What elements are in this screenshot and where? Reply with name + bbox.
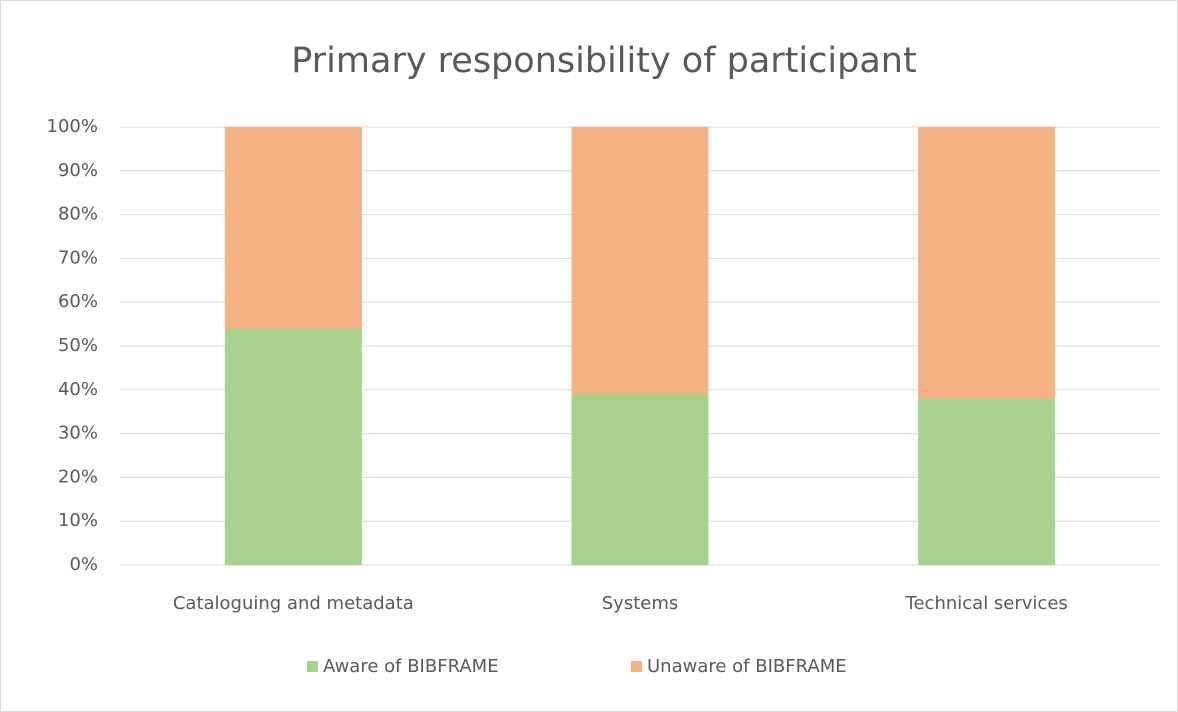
y-tick-label: 100% [47,116,98,137]
legend-label: Unaware of BIBFRAME [647,656,847,677]
y-tick-label: 10% [58,510,98,531]
y-tick-label: 20% [58,466,98,487]
legend-swatch [631,661,642,672]
y-tick-label: 50% [58,335,98,356]
bar-segment [918,127,1056,399]
chart-title: Primary responsibility of participant [291,41,916,81]
y-tick-label: 80% [58,204,98,225]
legend-label: Aware of BIBFRAME [323,656,499,677]
y-tick-label: 70% [58,247,98,268]
bar-segment [571,394,709,565]
x-tick-label: Technical services [905,593,1068,614]
y-tick-label: 60% [58,291,98,312]
x-tick-label: Cataloguing and metadata [173,593,414,614]
bar-segment [918,398,1056,565]
bar-segment [224,127,362,329]
y-tick-label: 0% [69,554,98,575]
legend-swatch [307,661,318,672]
x-tick-label: Systems [602,593,679,614]
bar-segment [571,127,709,395]
bar-segment [224,328,362,565]
y-tick-label: 40% [58,379,98,400]
y-tick-label: 30% [58,423,98,444]
y-tick-label: 90% [58,160,98,181]
